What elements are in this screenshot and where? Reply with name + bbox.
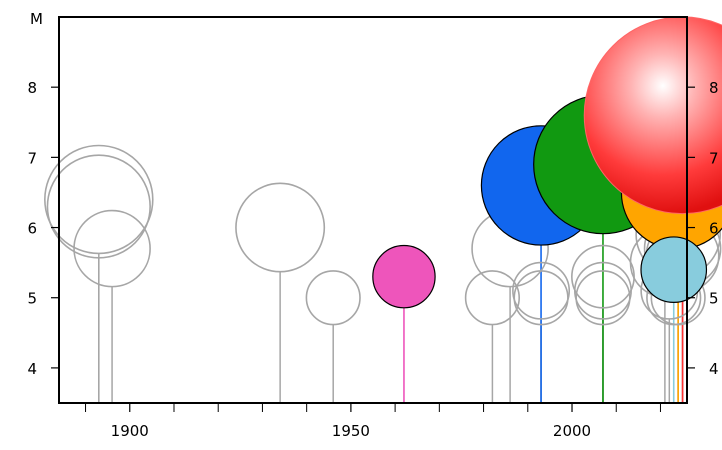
background-event-point	[575, 270, 631, 326]
y-tick-label-left: 7	[27, 149, 37, 167]
points-layer	[44, 16, 722, 326]
stems-layer	[98, 213, 684, 403]
y-tick-label-right: 8	[709, 79, 719, 97]
background-event-point	[305, 270, 361, 326]
highlighted-event-point	[372, 244, 436, 309]
y-axis-label: M	[30, 10, 43, 28]
highlighted-event-point	[640, 236, 708, 303]
y-tick-label-right: 6	[709, 220, 719, 238]
y-tick-label-left: 8	[27, 79, 37, 97]
background-event-point	[235, 182, 326, 273]
plot-frame	[58, 16, 688, 404]
y-tick-label-right: 4	[709, 360, 719, 378]
y-tick-label-right: 5	[709, 290, 719, 308]
x-tick-label: 1950	[332, 422, 370, 440]
y-tick-label-right: 7	[709, 149, 719, 167]
y-tick-label-left: 6	[27, 220, 37, 238]
background-event-point	[44, 144, 154, 255]
x-tick-label: 1900	[111, 422, 149, 440]
axes-layer: 1900 1950 2000 4 4 5 5 6 6 7 7 8 8	[27, 79, 718, 440]
x-tick-label: 2000	[553, 422, 591, 440]
background-event-point	[464, 270, 521, 326]
background-event-point	[46, 154, 151, 259]
background-event-point	[513, 270, 569, 326]
y-tick-label-left: 4	[27, 360, 37, 378]
background-event-point	[512, 261, 571, 320]
background-event-point	[573, 261, 632, 320]
y-tick-label-left: 5	[27, 290, 37, 308]
background-event-point	[73, 209, 151, 288]
